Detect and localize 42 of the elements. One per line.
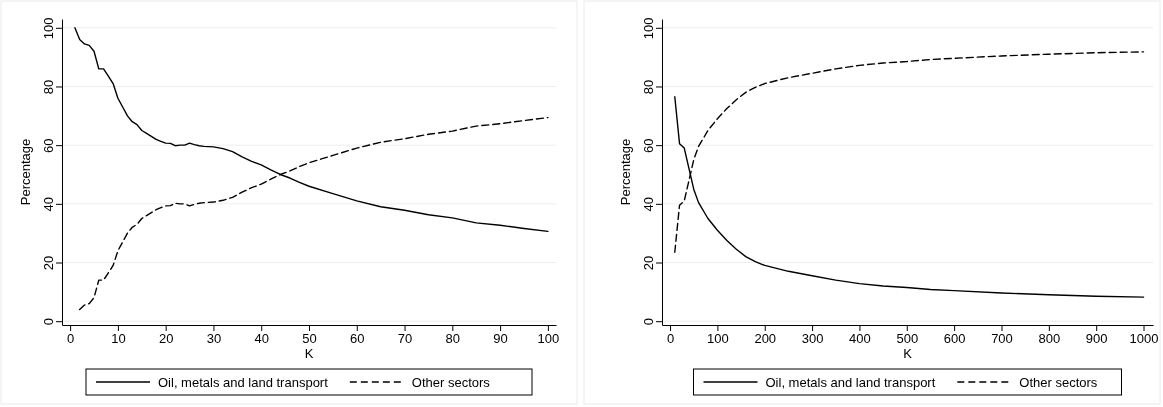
x-tick-label: 500 xyxy=(896,331,919,347)
y-tick-label: 0 xyxy=(40,318,56,326)
y-tick-label: 20 xyxy=(40,255,56,271)
legend-label: Other sectors xyxy=(411,374,491,390)
y-tick-label: 40 xyxy=(640,197,656,212)
x-tick-label: 80 xyxy=(445,331,461,347)
y-axis-title: Percentage xyxy=(618,138,633,206)
x-tick-label: 100 xyxy=(537,331,560,347)
x-tick-label: 10 xyxy=(111,331,126,347)
x-tick-label: 200 xyxy=(754,331,777,347)
y-axis-title: Percentage xyxy=(18,138,33,206)
x-tick-label: 900 xyxy=(1085,331,1108,347)
legend-label: Oil, metals and land transport xyxy=(765,374,936,390)
y-tick-label: 60 xyxy=(640,138,656,153)
x-tick-label: 700 xyxy=(991,331,1013,347)
x-tick-label: 100 xyxy=(707,331,729,347)
x-tick-label: 1000 xyxy=(1129,331,1159,347)
x-tick-label: 0 xyxy=(67,331,75,347)
x-tick-label: 400 xyxy=(849,331,871,347)
y-tick-label: 0 xyxy=(640,318,656,326)
x-tick-label: 600 xyxy=(943,331,966,347)
x-tick-label: 30 xyxy=(206,331,222,347)
x-axis-title: K xyxy=(304,346,314,361)
x-tick-label: 40 xyxy=(254,331,269,347)
x-tick-label: 0 xyxy=(666,331,675,347)
y-tick-label: 40 xyxy=(40,197,56,212)
x-tick-label: 60 xyxy=(350,331,365,347)
y-tick-label: 80 xyxy=(40,79,56,95)
x-tick-label: 800 xyxy=(1038,331,1061,347)
legend-label: Other sectors xyxy=(1019,374,1098,390)
x-tick-label: 90 xyxy=(493,331,508,347)
y-tick-label: 80 xyxy=(640,79,656,95)
x-tick-label: 300 xyxy=(801,331,824,347)
x-axis-title: K xyxy=(903,346,913,361)
y-tick-label: 60 xyxy=(40,138,56,153)
x-tick-label: 50 xyxy=(302,331,317,347)
y-tick-label: 100 xyxy=(40,17,56,40)
x-tick-label: 20 xyxy=(158,331,174,347)
y-tick-label: 20 xyxy=(640,255,656,271)
y-tick-label: 100 xyxy=(640,17,656,40)
legend-label: Oil, metals and land transport xyxy=(158,374,329,390)
x-tick-label: 70 xyxy=(397,331,413,347)
